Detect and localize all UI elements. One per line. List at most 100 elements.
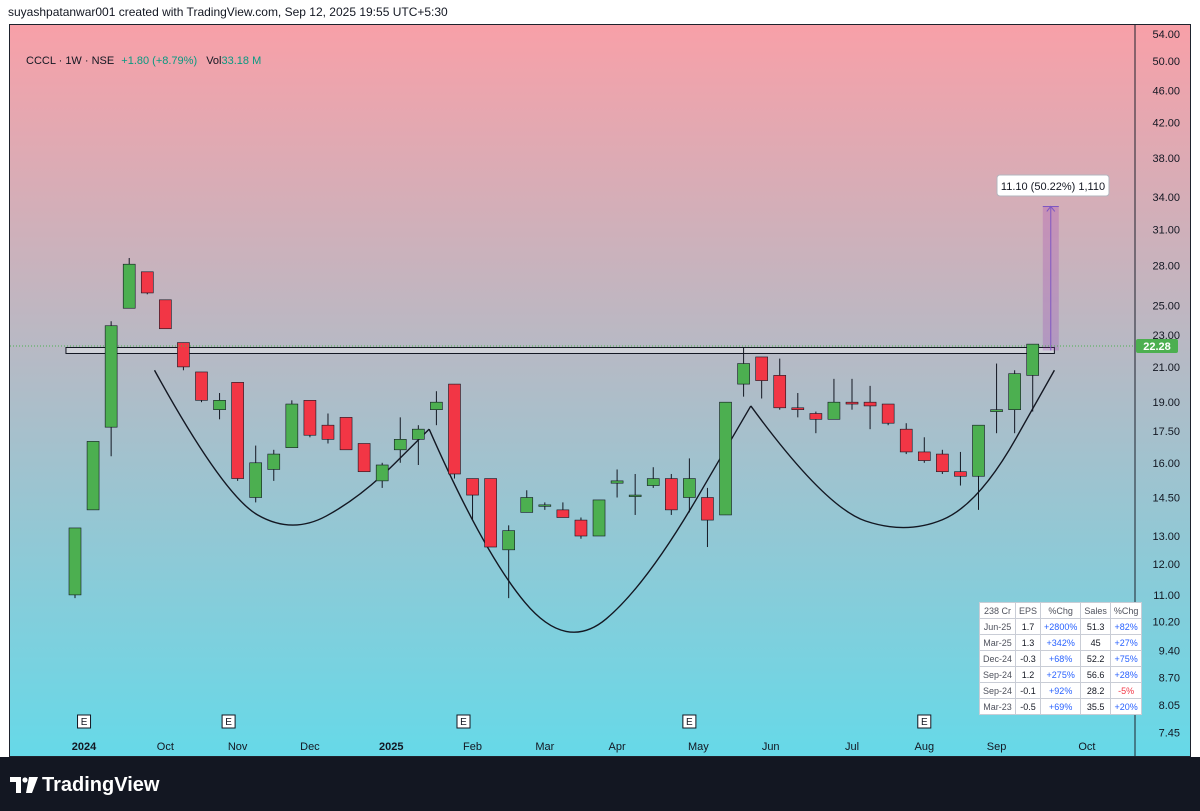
- period-cell: Mar-25: [978, 634, 1017, 651]
- x-tick-label: Jun: [762, 741, 780, 753]
- candle-body: [683, 478, 696, 498]
- candle-body: [68, 527, 82, 596]
- y-tick-label: 34.00: [1152, 192, 1180, 204]
- period-cell: Mar-23: [978, 698, 1017, 715]
- candle-body: [899, 428, 913, 453]
- candle-body: [773, 375, 787, 409]
- y-tick-label: 10.20: [1152, 617, 1180, 629]
- candle-body: [430, 401, 443, 410]
- candle-body: [195, 371, 208, 401]
- candle-body: [972, 424, 985, 477]
- candle-body: [592, 499, 606, 537]
- tradingview-brand: TradingView: [42, 774, 160, 796]
- sales-change-header: %Chg: [1109, 602, 1143, 619]
- volume-label: Vol: [206, 55, 222, 67]
- candle-body: [303, 400, 317, 436]
- y-tick-label: 13.00: [1152, 531, 1180, 543]
- financials-table: 238 Cr EPS %Chg Sales %Chg Jun-25 1.7 +280…: [978, 602, 1143, 715]
- earnings-marker: [917, 714, 932, 729]
- candle-body: [1026, 343, 1040, 376]
- period-cell: Dec-24: [978, 650, 1017, 667]
- x-tick-label: Oct: [1078, 741, 1095, 753]
- candle-body: [574, 519, 588, 537]
- financials-row: Mar-25 1.3 +342% 45 +27%: [978, 634, 1143, 651]
- period-cell: Sep-24: [978, 666, 1017, 683]
- candle-body: [466, 478, 479, 496]
- candle-body: [502, 530, 515, 551]
- chart-frame: 7.45 8.05 8.70 9.40 10.20 11.00 12.00 13.00 14.5…: [9, 24, 1191, 757]
- symbol-legend[interactable]: CCCL · 1W · NSE +1.80 (+8.79%) Vol33.18 …: [26, 55, 261, 67]
- eps-change-cell: +69%: [1040, 698, 1082, 715]
- candle-body: [665, 478, 678, 511]
- sales-change-cell: +82%: [1109, 618, 1143, 635]
- candle-body: [755, 356, 768, 381]
- eps-change-cell: +342%: [1040, 634, 1082, 651]
- financials-row: Sep-24 1.2 +275% 56.6 +28%: [978, 666, 1143, 683]
- candle-body: [285, 403, 299, 448]
- candle-body: [140, 271, 154, 294]
- candle-body: [375, 464, 389, 482]
- eps-cell: -0.5: [1015, 698, 1042, 715]
- y-tick-label: 8.05: [1159, 700, 1180, 712]
- candle-body: [393, 439, 407, 451]
- earnings-marker: [456, 714, 471, 729]
- earnings-marker: [682, 714, 697, 729]
- candle-body: [538, 504, 552, 507]
- candle-body: [177, 342, 190, 368]
- candle-body: [556, 509, 570, 518]
- x-tick-label: 2024: [72, 741, 97, 753]
- y-tick-label: 14.50: [1152, 492, 1180, 504]
- y-tick-label: 23.00: [1152, 330, 1180, 342]
- y-tick-label: 16.00: [1152, 458, 1180, 470]
- candle-body: [990, 409, 1003, 412]
- eps-change-cell: +92%: [1040, 682, 1082, 699]
- financials-row: Mar-23 -0.5 +69% 35.5 +20%: [978, 698, 1143, 715]
- earnings-marker-label: E: [686, 717, 693, 728]
- candle-body: [646, 478, 660, 486]
- sales-change-cell: -5%: [1109, 682, 1143, 699]
- y-tick-label: 11.00: [1153, 590, 1180, 602]
- tradingview-logo-icon: [10, 777, 38, 793]
- x-tick-label: Oct: [157, 741, 174, 753]
- y-tick-label: 38.00: [1152, 153, 1180, 165]
- sales-cell: 56.6: [1080, 666, 1111, 683]
- period-cell: Sep-24: [978, 682, 1017, 699]
- y-tick-label: 9.40: [1159, 645, 1180, 657]
- neckline-zone: [65, 346, 1055, 354]
- y-tick-label: 21.00: [1152, 362, 1180, 374]
- measure-tooltip-box: [996, 174, 1110, 197]
- x-tick-label: Sep: [987, 741, 1007, 753]
- earnings-marker-label: E: [225, 717, 232, 728]
- y-tick-label: 7.45: [1159, 727, 1180, 739]
- cup-curve: [428, 405, 752, 633]
- candle-body: [737, 363, 750, 385]
- earnings-marker-label: E: [921, 717, 928, 728]
- price-chart[interactable]: 7.45 8.05 8.70 9.40 10.20 11.00 12.00 13.00 14.5…: [10, 25, 1190, 756]
- candle-body: [809, 413, 823, 420]
- y-tick-label: 25.00: [1152, 300, 1180, 312]
- candle-body: [881, 403, 895, 424]
- candle-body: [701, 497, 714, 521]
- financials-header-row: 238 Cr EPS %Chg Sales %Chg: [978, 602, 1143, 619]
- candle-body: [954, 471, 967, 477]
- earnings-marker-label: E: [460, 717, 467, 728]
- candle-body: [628, 494, 642, 497]
- financials-row: Dec-24 -0.3 +68% 52.2 +75%: [978, 650, 1143, 667]
- y-tick-label: 19.00: [1152, 397, 1180, 409]
- cup-curve: [750, 369, 1055, 529]
- x-tick-label: Mar: [535, 741, 554, 753]
- x-tick-label: Aug: [915, 741, 935, 753]
- candle-body: [1008, 373, 1021, 410]
- eps-cell: -0.1: [1015, 682, 1042, 699]
- eps-cell: 1.2: [1015, 666, 1042, 683]
- y-tick-label: 31.00: [1152, 225, 1180, 237]
- eps-cell: 1.7: [1015, 618, 1042, 635]
- candle-body: [159, 299, 172, 330]
- x-tick-label: Feb: [463, 741, 482, 753]
- candle-body: [484, 478, 497, 548]
- y-tick-label: 50.00: [1152, 56, 1180, 68]
- candle-body: [412, 428, 425, 440]
- candle-body: [231, 382, 244, 479]
- candle-body: [339, 417, 353, 451]
- y-tick-label: 46.00: [1152, 85, 1180, 97]
